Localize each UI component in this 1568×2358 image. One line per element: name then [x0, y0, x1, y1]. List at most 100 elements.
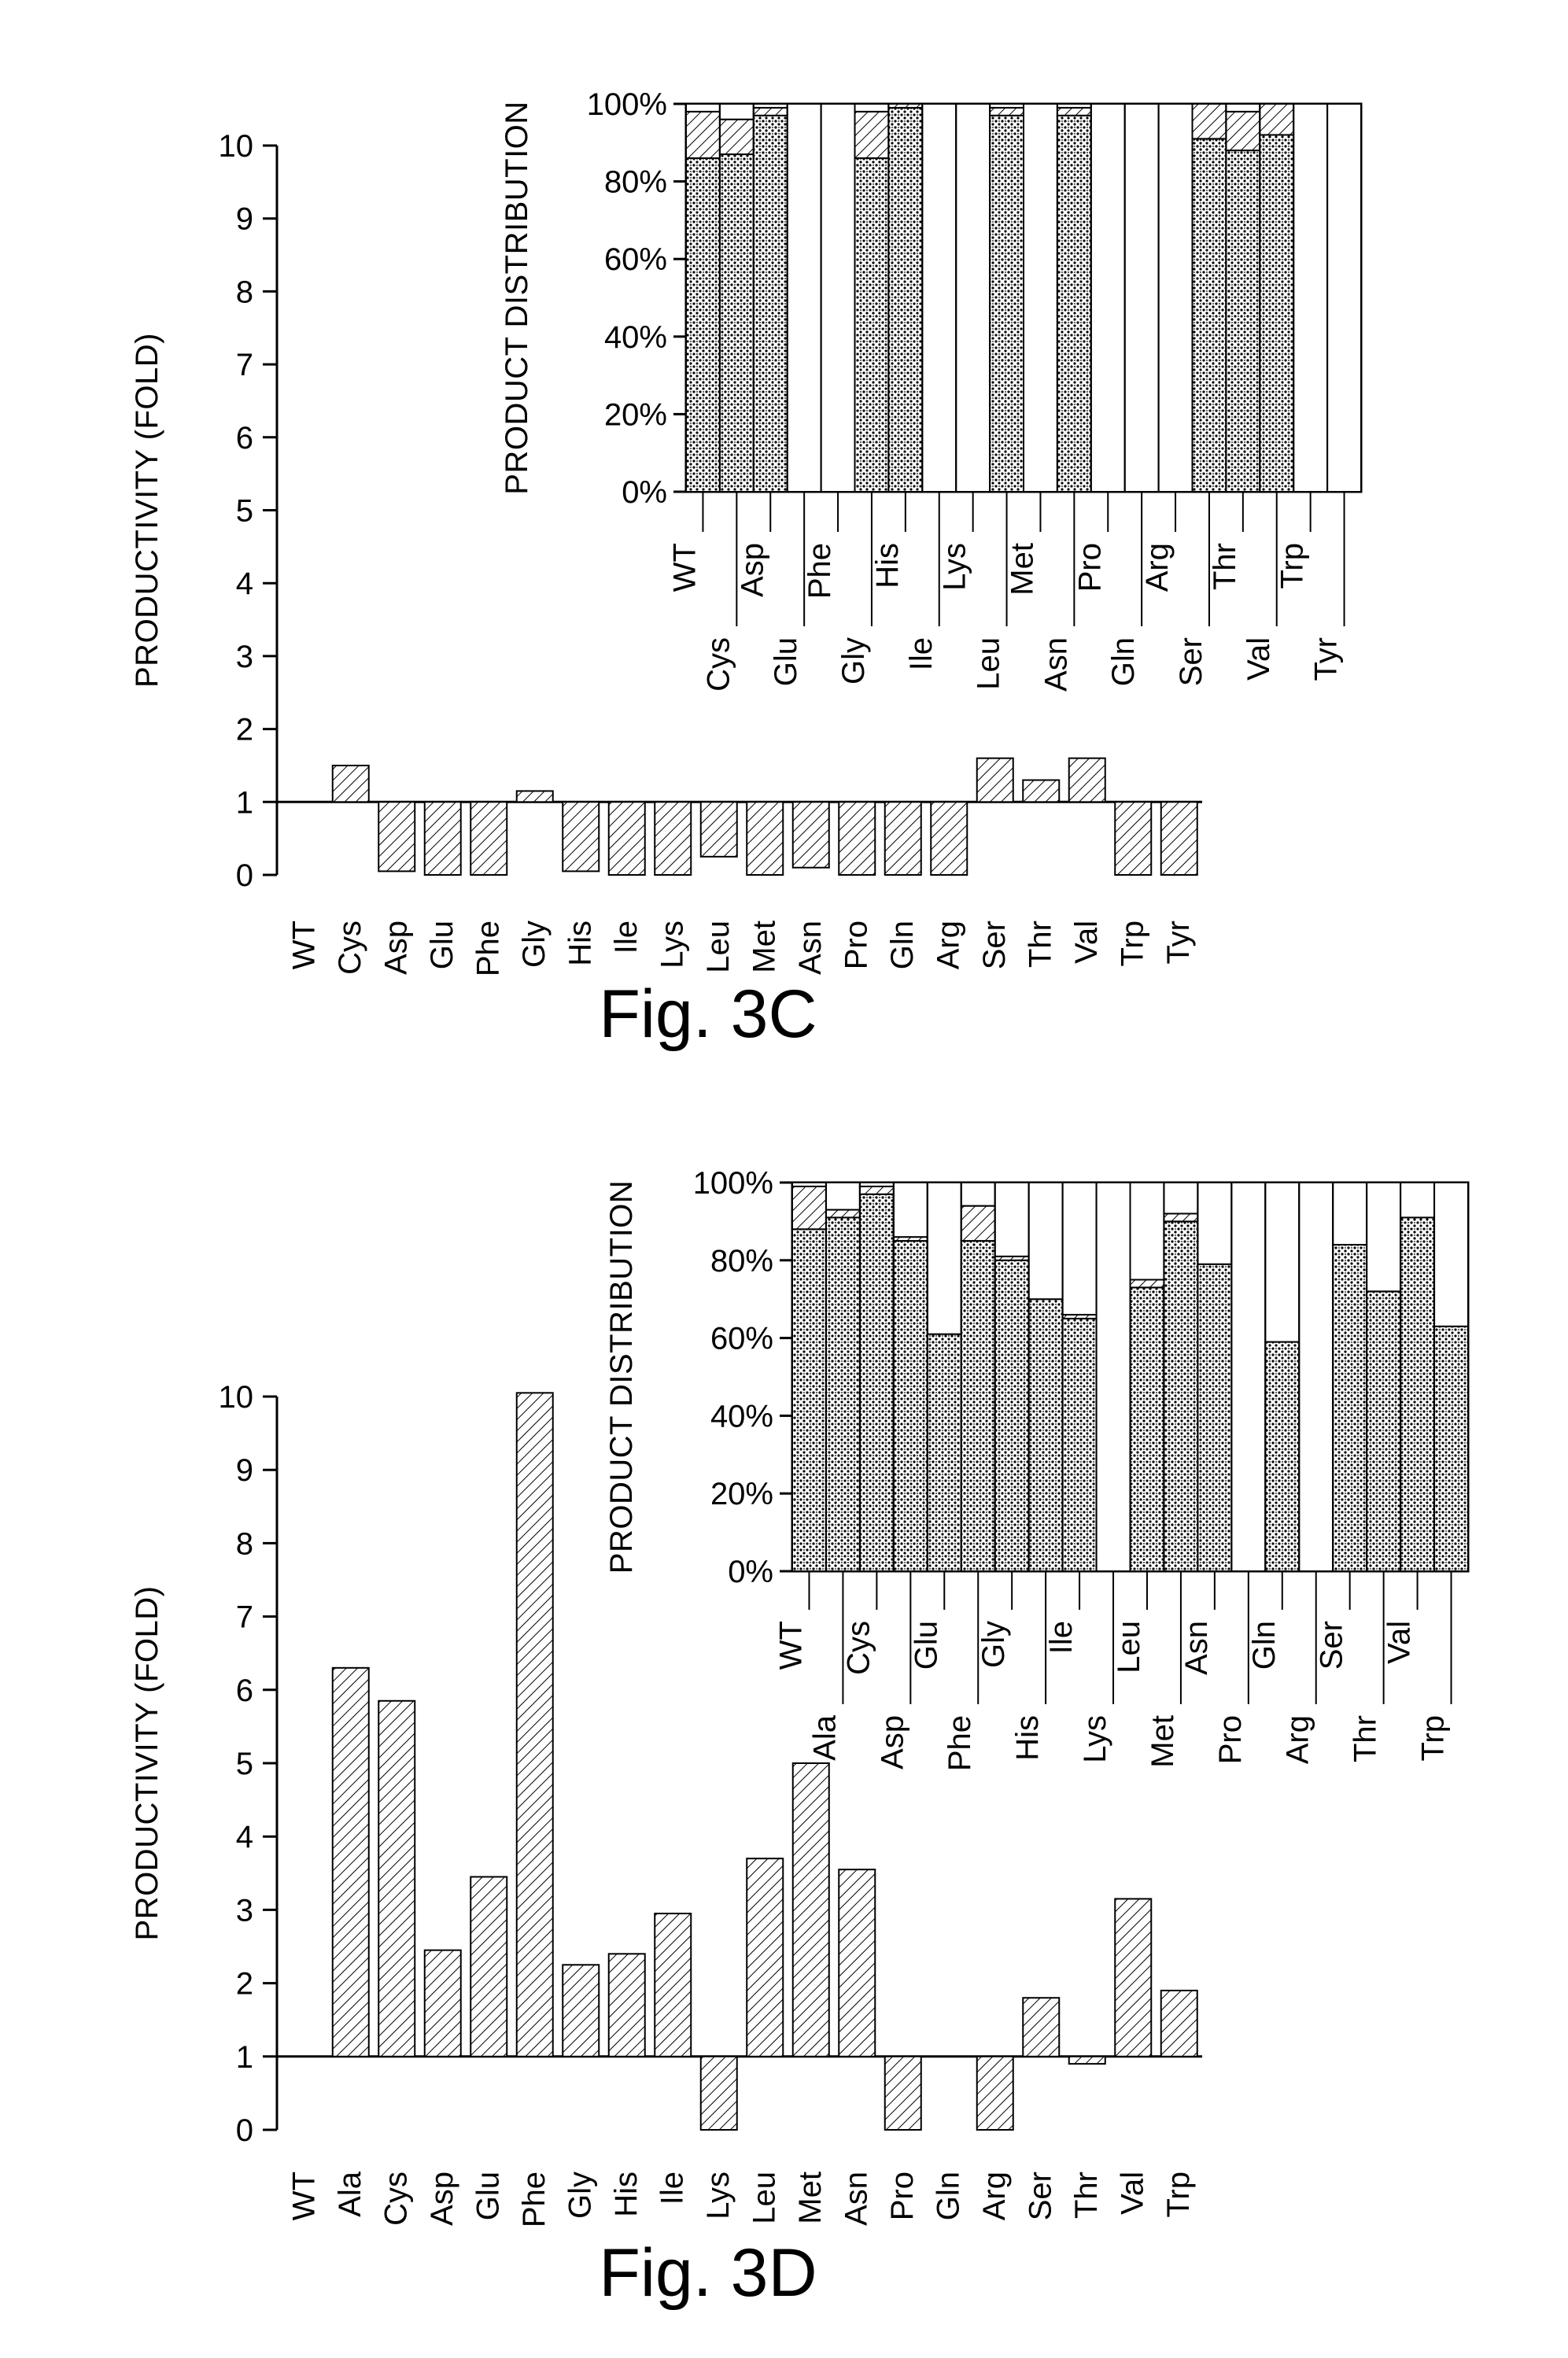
fig3c-inset-y-tick-label: 60%: [604, 242, 667, 277]
fig3c-inset-seg-white-met: [1024, 104, 1057, 492]
fig3c-main-bar-trp: [1115, 802, 1151, 875]
fig3d-main-y-tick-label: 4: [236, 1820, 253, 1854]
fig3c-inset-seg-white-phe: [821, 104, 855, 492]
fig3d-main-x-label-leu: Leu: [747, 2172, 781, 2224]
fig3d-inset-seg-white-trp: [1434, 1183, 1468, 1327]
fig3d-main-bar-phe: [517, 1393, 553, 2056]
fig3d-main-x-label-cys: Cys: [378, 2172, 413, 2226]
fig3c-inset-seg-white-lys: [956, 104, 990, 492]
fig3d-inset-y-tick-label: 60%: [710, 1322, 773, 1356]
fig3c-main-x-label-trp: Trp: [1115, 921, 1149, 967]
fig3d-main-y-tick-label: 1: [236, 2040, 253, 2075]
fig3d-inset-seg-dotted-ala: [826, 1217, 860, 1571]
fig3c-inset-seg-white-asn: [1057, 104, 1091, 108]
fig3c-main-x-label-phe: Phe: [470, 921, 505, 976]
fig3c-main-x-label-pro: Pro: [839, 921, 873, 969]
fig3d-main-x-label-trp: Trp: [1161, 2172, 1196, 2218]
fig3c-inset-y-tick-label: 20%: [604, 397, 667, 432]
fig3d-main-x-label-gly: Gly: [563, 2172, 597, 2219]
fig3c-inset-x-label-asp: Asp: [735, 543, 769, 597]
fig3d-inset-seg-white-gly: [995, 1183, 1029, 1256]
fig3d-inset-seg-white-cys: [860, 1183, 894, 1186]
fig3d-main-x-label-thr: Thr: [1069, 2172, 1104, 2219]
fig3c-main-bar-lys: [655, 802, 691, 875]
fig3d-main-bar-ala: [333, 1668, 369, 2057]
fig3d-main-x-label-ile: Ile: [655, 2172, 689, 2205]
fig3c-main-y-tick-label: 4: [236, 566, 253, 601]
fig3d-inset-x-label-leu: Leu: [1112, 1621, 1146, 1673]
fig3d-inset-x-label-thr: Thr: [1348, 1715, 1383, 1762]
fig3c-inset-x-label-phe: Phe: [802, 543, 837, 599]
fig3d-main-y-tick-label: 0: [236, 2113, 253, 2148]
fig3c-main-y-tick-label: 2: [236, 713, 253, 747]
fig3c-main-x-label-ile: Ile: [609, 921, 644, 954]
fig3c-inset-seg-white-glu: [788, 104, 821, 492]
fig3d-inset-x-label-pro: Pro: [1213, 1715, 1248, 1764]
fig3c-main-x-label-leu: Leu: [701, 921, 736, 973]
fig3c-main-x-label-lys: Lys: [655, 921, 689, 969]
fig3c-inset-seg-white-wt: [686, 104, 720, 112]
fig3d-inset-seg-white-ala: [826, 1183, 860, 1210]
fig3c-main-bar-leu: [701, 802, 737, 857]
fig3d-main-bar-his: [609, 1954, 645, 2056]
fig3c-inset-seg-dotted-leu: [990, 116, 1024, 492]
fig3d-inset-x-label-glu: Glu: [909, 1621, 943, 1670]
fig3c-inset-x-label-glu: Glu: [769, 637, 803, 686]
fig3d-inset-seg-dotted-gly: [995, 1260, 1029, 1571]
fig3c-main-y-tick-label: 0: [236, 858, 253, 893]
fig3c-main-bar-tyr: [1161, 802, 1197, 875]
fig3c-inset-x-label-arg: Arg: [1140, 543, 1175, 592]
fig3d-inset-seg-white-met: [1164, 1183, 1197, 1214]
fig3c-inset-seg-white-leu: [990, 104, 1024, 108]
fig3c-main-bar-cys: [333, 766, 369, 802]
fig3d-main-bar-thr: [1069, 2057, 1105, 2064]
fig3c-main-bar-ile: [609, 802, 645, 875]
fig3d-inset-x-label-ala: Ala: [807, 1714, 842, 1761]
fig3c-main-x-label-asn: Asn: [793, 921, 828, 975]
fig3d-inset-seg-white-his: [1029, 1183, 1063, 1299]
fig3c-inset-seg-hatched-asp: [754, 108, 788, 116]
fig3d-main-bar-gly: [563, 1965, 599, 2057]
fig3d-main-bar-trp: [1161, 1991, 1197, 2057]
fig3c-main-x-label-arg: Arg: [931, 921, 965, 969]
fig3d-inset-x-label-phe: Phe: [943, 1715, 977, 1771]
fig3d-main-y-tick-label: 9: [236, 1453, 253, 1488]
fig3d-main-x-label-asn: Asn: [839, 2172, 873, 2226]
fig3c-main-y-tick-label: 3: [236, 640, 253, 674]
fig3d-inset-chart: 0%20%40%60%80%100%PRODUCT DISTRIBUTIONWT…: [604, 1166, 1468, 1771]
fig3c-main-x-label-gln: Gln: [885, 921, 920, 969]
fig3d-inset-seg-white-val: [1400, 1183, 1434, 1217]
fig3c-main-bar-met: [747, 802, 783, 875]
fig3d-inset-seg-hatched-wt: [792, 1186, 826, 1229]
figure-caption-3d: Fig. 3D: [599, 2235, 817, 2311]
fig3c-main-bar-arg: [931, 802, 967, 875]
fig3d-inset-y-tick-label: 0%: [728, 1555, 773, 1589]
fig3c-main-bar-his: [563, 802, 599, 871]
fig3d-inset-seg-white-glu: [928, 1183, 961, 1334]
fig3c-main-x-label-his: His: [563, 921, 597, 966]
fig3c-main-x-label-wt: WT: [286, 921, 321, 969]
fig3d-inset-seg-dotted-ser: [1333, 1245, 1367, 1571]
fig3d-main-bar-arg: [977, 2057, 1013, 2130]
fig3d-main-x-label-pro: Pro: [885, 2172, 920, 2220]
fig3d-inset-x-label-asp: Asp: [875, 1715, 909, 1769]
fig3c-main-x-label-thr: Thr: [1023, 921, 1057, 968]
fig3d-inset-y-tick-label: 20%: [710, 1477, 773, 1511]
fig3c-inset-seg-dotted-asp: [754, 116, 788, 492]
fig3d-inset-x-label-his: His: [1010, 1715, 1045, 1761]
fig3c-inset-x-label-pro: Pro: [1072, 543, 1107, 592]
fig3c-main-x-label-asp: Asp: [378, 921, 413, 975]
fig3d-inset-x-label-cys: Cys: [841, 1621, 876, 1675]
fig3d-inset-x-label-trp: Trp: [1416, 1715, 1451, 1762]
fig3d-inset-seg-dotted-cys: [860, 1194, 894, 1571]
fig3c-main-bar-val: [1069, 758, 1105, 803]
fig3d-inset-seg-hatched-met: [1164, 1214, 1197, 1222]
fig3d-inset-seg-white-gln: [1265, 1183, 1299, 1342]
fig3c-inset-seg-dotted-ser: [1193, 138, 1227, 492]
fig3c-main-y-tick-label: 5: [236, 494, 253, 529]
fig3c-inset-seg-hatched-thr: [1226, 112, 1260, 150]
fig3c-main-y-tick-label: 9: [236, 202, 253, 237]
fig3c-inset-seg-dotted-wt: [686, 158, 720, 492]
fig3d-inset-seg-white-phe: [961, 1183, 995, 1206]
fig3c-inset-seg-hatched-his: [888, 104, 922, 108]
